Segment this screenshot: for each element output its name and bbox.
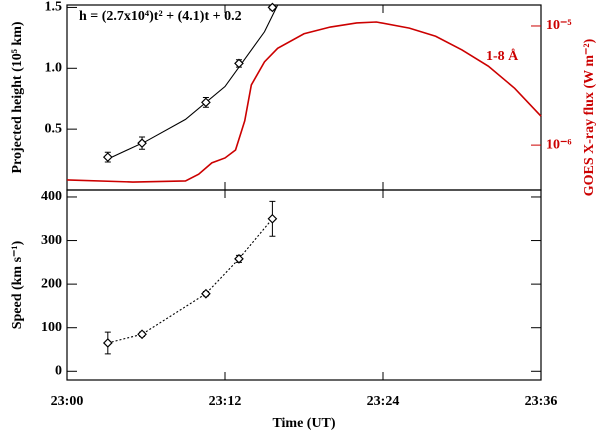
- diamond-marker: [267, 213, 278, 224]
- diamond-marker: [234, 58, 244, 69]
- y2-tick-label: 10⁻⁵: [546, 18, 572, 33]
- diamond-marker: [234, 254, 244, 264]
- plot-frame: [66, 4, 542, 191]
- y-tick-label: 200: [41, 276, 62, 291]
- diamond-marker: [137, 138, 147, 148]
- diamond-marker: [201, 97, 211, 108]
- x-axis-label: Time (UT): [272, 416, 335, 431]
- y-tick-label: 300: [41, 233, 62, 248]
- y2-tick-label: 10⁻⁶: [546, 137, 572, 152]
- y-tick-label: 100: [41, 320, 62, 335]
- x-tick-label: 23:12: [209, 394, 242, 409]
- diamond-marker: [137, 329, 147, 340]
- diamond-marker: [102, 152, 113, 162]
- fit-equation: h = (2.7x10⁴)t² + (4.1)t + 0.2: [79, 9, 242, 24]
- y-tick-label: 0: [55, 364, 62, 379]
- y-tick-label: 400: [41, 189, 62, 204]
- diamond-marker: [201, 288, 211, 299]
- diamond-marker: [267, 2, 278, 13]
- y-axis-label: Projected height (10⁵ km): [10, 21, 25, 173]
- y-tick-label: 0.5: [45, 121, 63, 136]
- series-line: [66, 21, 542, 183]
- x-tick-label: 23:24: [367, 394, 400, 409]
- y-axis-label: Speed (km s⁻¹): [10, 240, 25, 329]
- series-line: [107, 218, 273, 344]
- x-tick-label: 23:00: [51, 394, 84, 409]
- series-label: 1-8 Å: [486, 48, 519, 64]
- y-tick-label: 1.5: [45, 0, 63, 15]
- x-tick-label: 23:36: [525, 394, 558, 409]
- diamond-marker: [102, 338, 113, 348]
- plot-frame: [66, 189, 542, 381]
- y2-axis-label: GOES X-ray flux (W m⁻²): [582, 38, 597, 196]
- y-tick-label: 1.0: [45, 61, 63, 76]
